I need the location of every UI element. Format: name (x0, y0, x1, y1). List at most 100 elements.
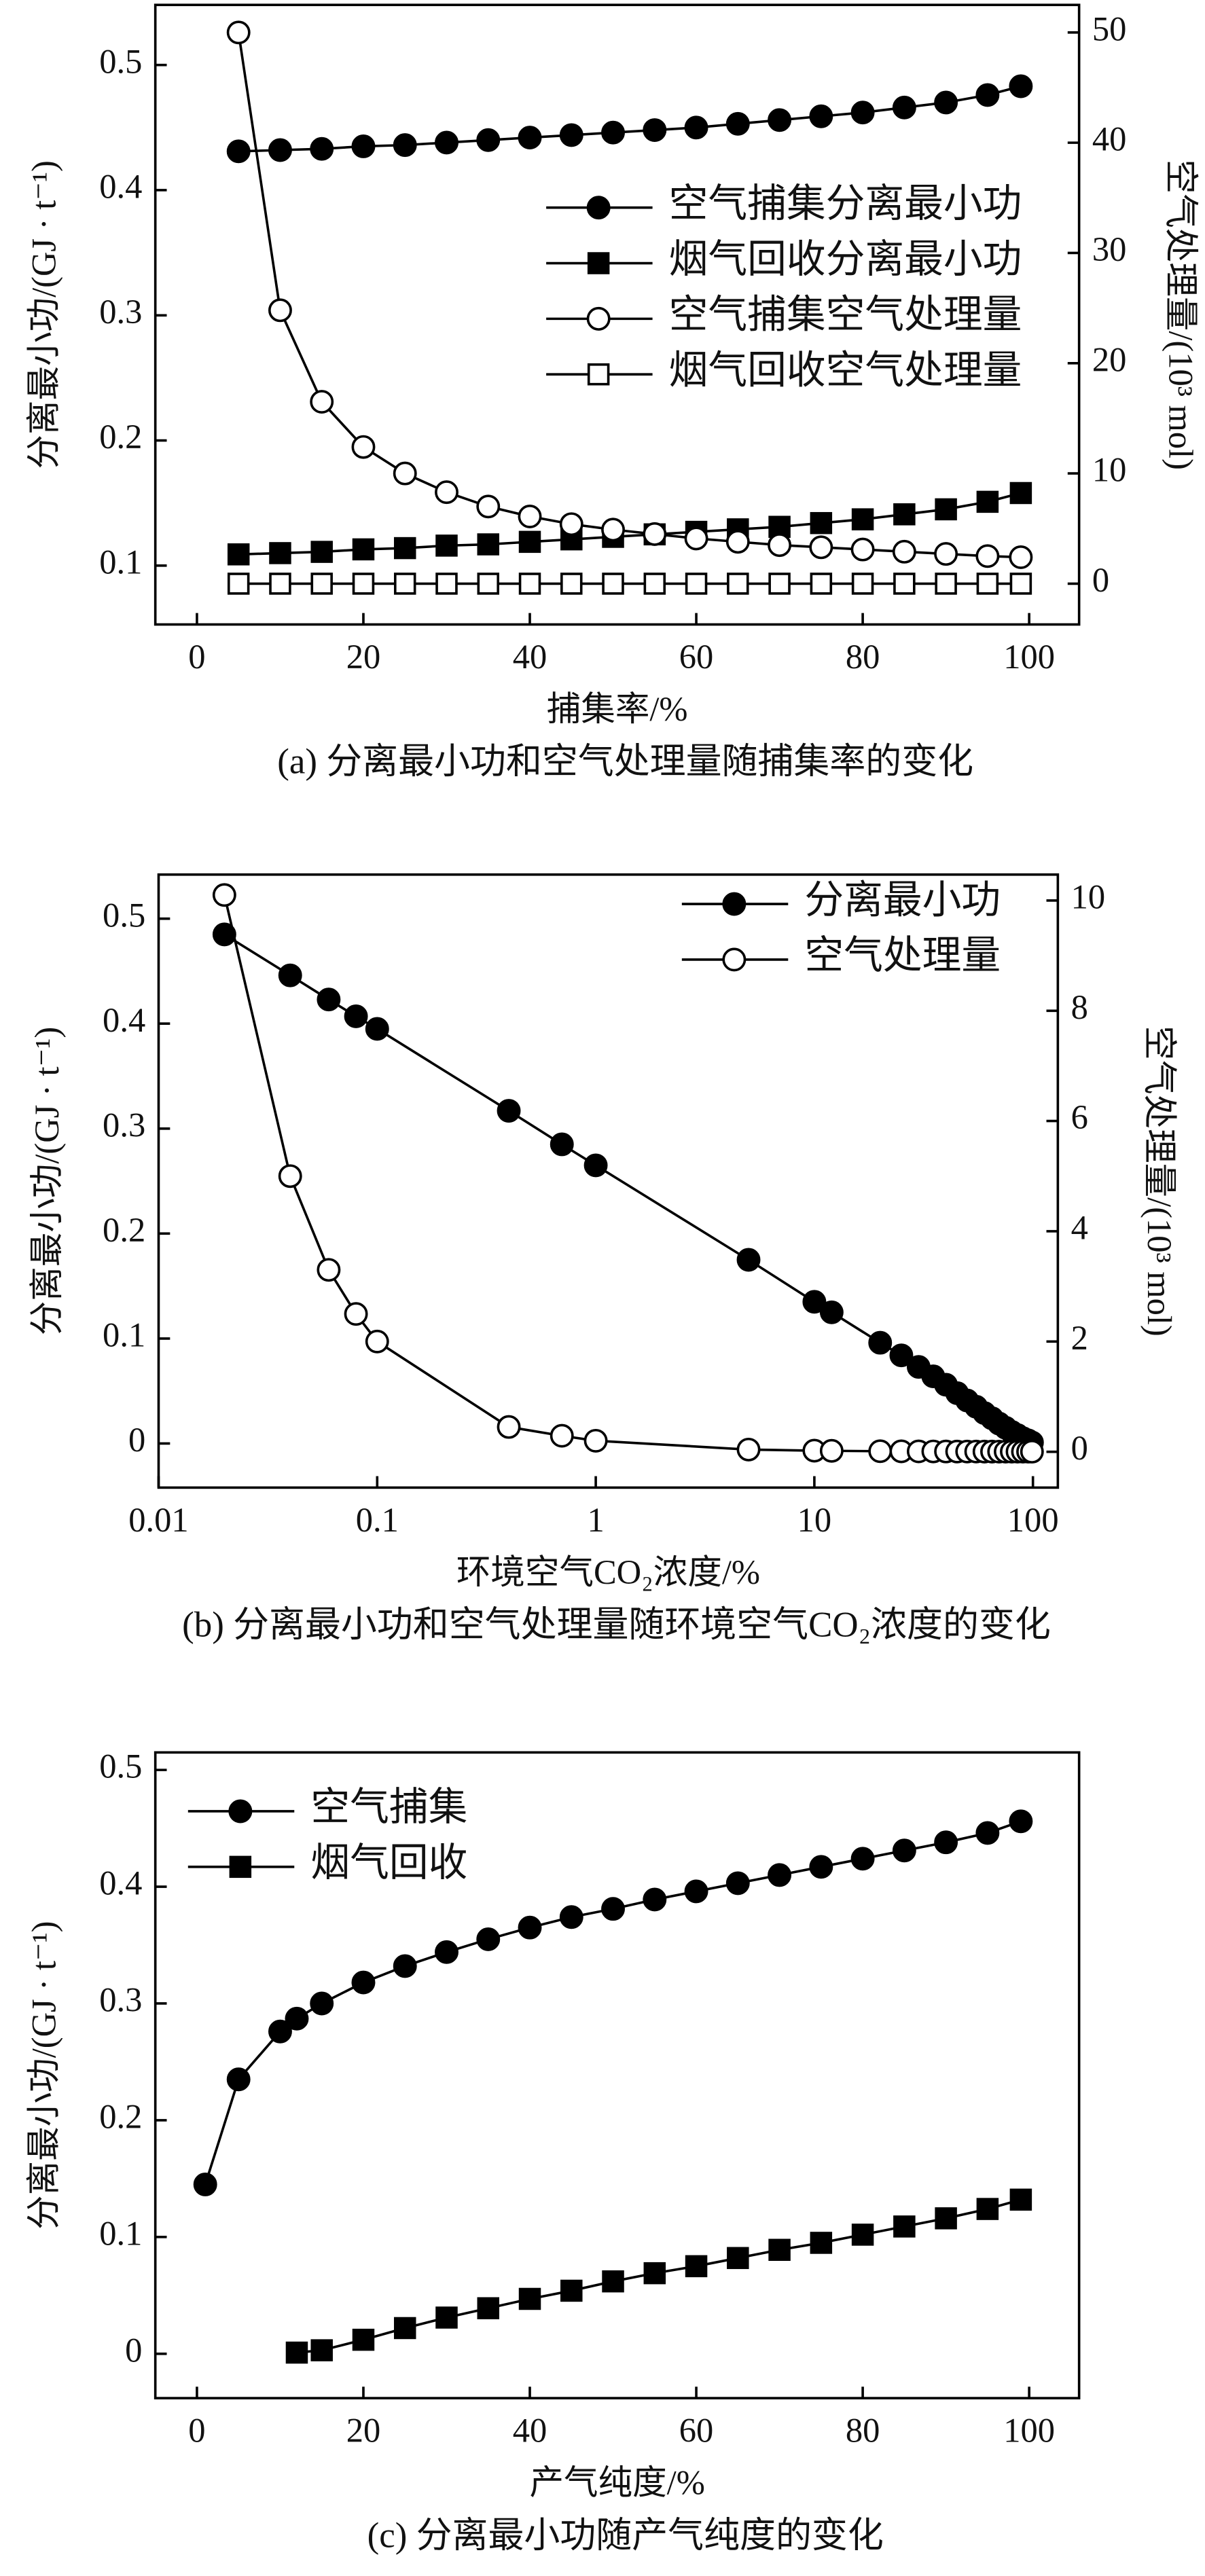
marker (393, 2317, 416, 2340)
legend-label: 烟气回收空气处理量 (669, 349, 1022, 392)
marker (809, 535, 833, 560)
marker (975, 83, 1000, 107)
marker (1009, 2188, 1032, 2211)
marker (850, 537, 875, 562)
legend-label: 空气处理量 (804, 935, 1001, 977)
y2-tick-label: 40 (1092, 120, 1127, 158)
marker (643, 2262, 666, 2285)
legend-marker (586, 196, 611, 220)
legend-label: 烟气回收分离最小功 (669, 238, 1022, 281)
marker (1020, 1440, 1044, 1464)
x-axis-label: 捕集率/% (547, 690, 688, 728)
marker (868, 1330, 893, 1355)
marker (344, 1004, 368, 1028)
y-tick-label: 0.3 (99, 1981, 142, 2019)
marker (310, 390, 334, 414)
marker (317, 1258, 341, 1282)
legend-label: 空气捕集分离最小功 (669, 183, 1022, 225)
marker (810, 2232, 833, 2254)
caption: (c) 分离最小功随产气纯度的变化 (367, 2516, 884, 2555)
marker (934, 542, 958, 566)
marker (212, 883, 236, 907)
marker (850, 101, 875, 125)
marker (351, 435, 376, 459)
legend-label: 空气捕集空气处理量 (669, 294, 1022, 337)
marker (393, 537, 416, 560)
x-tick-label: 40 (513, 638, 547, 676)
marker (768, 533, 792, 558)
legend-marker (586, 306, 611, 331)
marker (889, 1343, 914, 1368)
marker (601, 120, 625, 145)
legend-marker (722, 892, 747, 916)
y2-tick-label: 8 (1071, 988, 1088, 1026)
marker (351, 134, 376, 158)
marker (935, 2207, 957, 2230)
marker (601, 1897, 625, 1921)
marker (768, 573, 791, 595)
marker (976, 573, 999, 595)
x-tick-label: 100 (1007, 1501, 1059, 1539)
marker (310, 1991, 334, 2016)
y-tick-label: 0.1 (103, 1316, 145, 1354)
plot-frame (154, 1751, 1081, 2399)
y-axis-label: 分离最小功/(GJ · t⁻¹) (28, 1027, 66, 1335)
y-axis-label: 分离最小功/(GJ · t⁻¹) (24, 160, 62, 469)
marker (685, 573, 708, 595)
marker (559, 123, 583, 147)
marker (1009, 482, 1032, 505)
marker (476, 494, 501, 519)
marker (435, 534, 458, 557)
marker (227, 543, 250, 566)
marker (435, 130, 458, 155)
marker (819, 1300, 844, 1324)
marker (352, 573, 375, 595)
y2-tick-label: 6 (1071, 1098, 1088, 1136)
marker (393, 573, 416, 595)
x-tick-label: 100 (1003, 2412, 1055, 2450)
marker (268, 2019, 292, 2044)
y-tick-label: 0.1 (99, 543, 142, 581)
marker (518, 504, 542, 528)
marker (802, 1290, 827, 1314)
marker (768, 2238, 791, 2262)
marker (559, 1905, 583, 1929)
marker (518, 126, 542, 150)
marker (550, 1132, 574, 1157)
marker (285, 2341, 308, 2364)
marker (268, 298, 292, 323)
marker (212, 922, 236, 947)
x-tick-label: 60 (679, 638, 714, 676)
marker (352, 538, 375, 561)
marker (310, 573, 333, 595)
marker (892, 1838, 916, 1863)
marker (477, 533, 500, 556)
marker (310, 137, 334, 161)
marker (893, 573, 916, 595)
marker (559, 512, 583, 537)
marker (685, 2255, 708, 2278)
marker (602, 573, 624, 595)
marker (583, 1153, 608, 1178)
x-tick-label: 60 (679, 2412, 714, 2450)
marker (476, 128, 501, 152)
marker (684, 115, 708, 140)
y-tick-label: 0.5 (103, 896, 145, 934)
y-tick-label: 0.4 (103, 1001, 145, 1039)
y2-tick-label: 10 (1071, 878, 1106, 916)
marker (1009, 74, 1033, 98)
marker (435, 480, 458, 505)
x-tick-label: 40 (513, 2412, 547, 2450)
marker (602, 2270, 624, 2293)
marker (1009, 1809, 1033, 1834)
marker (477, 2297, 500, 2319)
marker (893, 503, 916, 526)
y2-axis-label: 空气处理量/(10³ mol) (1140, 1026, 1179, 1336)
marker (851, 573, 874, 595)
marker (868, 1439, 893, 1464)
marker (269, 542, 291, 564)
y2-tick-label: 0 (1071, 1429, 1088, 1467)
y-tick-label: 0.4 (99, 168, 142, 206)
marker (851, 2224, 874, 2246)
